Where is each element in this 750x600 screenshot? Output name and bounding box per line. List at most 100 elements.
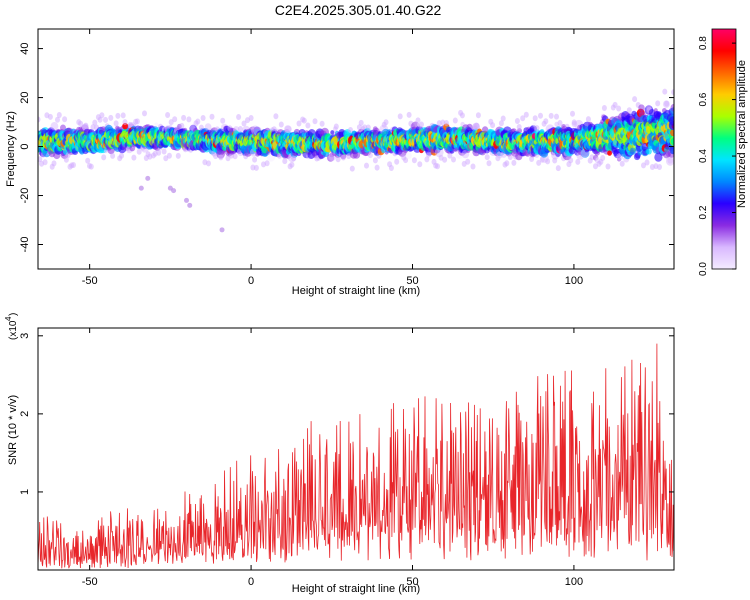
heatmap-cell bbox=[349, 165, 355, 172]
heatmap-cell bbox=[619, 160, 625, 167]
heatmap-cell bbox=[500, 115, 506, 122]
heatmap-cell bbox=[669, 146, 674, 155]
snr-y-multiplier-base: (x10 bbox=[8, 320, 19, 340]
heatmap-cell bbox=[486, 160, 492, 167]
heatmap-cell bbox=[638, 104, 645, 112]
heatmap-cell bbox=[333, 123, 339, 130]
heatmap-cell bbox=[516, 124, 522, 130]
snr-series-line bbox=[38, 343, 674, 569]
heatmap-cell bbox=[383, 119, 389, 126]
heatmap-cell bbox=[664, 100, 670, 107]
heatmap-cell bbox=[570, 110, 575, 117]
heatmap-cell bbox=[209, 113, 215, 120]
heatmap-cell bbox=[179, 122, 185, 129]
heatmap-cell bbox=[218, 154, 224, 161]
heatmap-cell bbox=[452, 117, 458, 124]
heatmap-cell bbox=[101, 154, 107, 161]
heatmap-cell bbox=[335, 156, 341, 163]
heatmap-cell bbox=[319, 120, 325, 127]
colorbar-tick-label: 0.6 bbox=[698, 92, 709, 106]
heatmap-cell bbox=[284, 125, 292, 134]
heatmap-cell bbox=[204, 123, 212, 131]
heatmap-cell bbox=[154, 122, 159, 127]
heatmap-cell bbox=[451, 156, 456, 163]
heatmap-cell bbox=[417, 161, 423, 168]
heatmap-cell bbox=[575, 158, 581, 165]
heatmap-cell bbox=[47, 113, 53, 120]
heatmap-cell bbox=[131, 154, 137, 161]
heatmap-cell bbox=[55, 116, 60, 123]
heatmap-cell bbox=[56, 112, 62, 118]
heatmap-cell bbox=[662, 88, 668, 95]
heatmap-cell bbox=[301, 117, 307, 124]
heatmap-cell bbox=[419, 121, 424, 128]
heatmap-x-tick-label: 0 bbox=[248, 275, 254, 287]
colorbar-label: Normalized spectral amplitude bbox=[736, 60, 748, 208]
heatmap-cell bbox=[607, 150, 612, 156]
heatmap-cell bbox=[411, 157, 417, 164]
heatmap-cell bbox=[330, 130, 335, 135]
heatmap-cell bbox=[184, 197, 190, 203]
heatmap-cell bbox=[165, 112, 171, 118]
heatmap-y-tick-label: -40 bbox=[19, 237, 31, 253]
heatmap-cell bbox=[172, 116, 178, 123]
heatmap-cell bbox=[523, 111, 529, 118]
heatmap-cell bbox=[195, 118, 201, 125]
heatmap-cells bbox=[38, 88, 674, 233]
heatmap-cell bbox=[442, 156, 448, 163]
heatmap-cell bbox=[291, 155, 297, 162]
heatmap-cell bbox=[42, 159, 48, 166]
heatmap-cell bbox=[555, 165, 561, 172]
heatmap-cell bbox=[78, 120, 84, 127]
heatmap-cell bbox=[103, 116, 108, 123]
colorbar bbox=[711, 28, 737, 270]
heatmap-cell bbox=[232, 153, 238, 160]
heatmap-cell bbox=[115, 112, 121, 119]
heatmap-cell bbox=[248, 115, 254, 121]
heatmap-cell bbox=[38, 116, 41, 123]
colorbar-tick-label: 0.2 bbox=[698, 205, 709, 219]
heatmap-cell bbox=[554, 113, 559, 120]
heatmap-cell bbox=[340, 154, 346, 161]
heatmap-cell bbox=[186, 116, 192, 123]
heatmap-cell bbox=[220, 117, 226, 124]
heatmap-cell bbox=[466, 123, 473, 131]
heatmap-y-axis-label: Frequency (Hz) bbox=[5, 111, 17, 187]
heatmap-cell bbox=[538, 112, 543, 119]
heatmap-cell bbox=[459, 112, 465, 119]
heatmap-cell bbox=[668, 116, 674, 126]
heatmap-cell bbox=[187, 202, 193, 208]
heatmap-y-tick-label: 0 bbox=[19, 143, 31, 149]
heatmap-cell bbox=[545, 158, 551, 165]
heatmap-cell bbox=[142, 110, 147, 117]
heatmap-cell bbox=[616, 105, 622, 112]
heatmap-cell bbox=[236, 114, 242, 120]
heatmap-cell bbox=[83, 122, 89, 129]
heatmap-cell bbox=[670, 129, 674, 137]
heatmap-cell bbox=[99, 112, 105, 119]
heatmap-cell bbox=[435, 163, 440, 170]
heatmap-cell bbox=[278, 121, 284, 128]
heatmap-cell bbox=[568, 157, 574, 164]
heatmap-cell bbox=[543, 118, 549, 125]
heatmap-cell bbox=[397, 113, 403, 120]
heatmap-cell bbox=[388, 165, 394, 171]
heatmap-cell bbox=[490, 122, 496, 129]
heatmap-cell bbox=[282, 158, 288, 165]
heatmap-cell bbox=[90, 124, 96, 131]
snr-y-tick-label: 3 bbox=[19, 333, 31, 339]
heatmap-cell bbox=[156, 149, 162, 156]
heatmap-x-tick-label: 100 bbox=[565, 275, 583, 287]
heatmap-cell bbox=[443, 120, 449, 126]
heatmap-cell bbox=[601, 105, 607, 111]
heatmap-cell bbox=[534, 125, 540, 132]
snr-x-tick-label: 0 bbox=[248, 576, 254, 588]
heatmap-cell bbox=[120, 112, 126, 119]
heatmap-cell bbox=[364, 162, 369, 169]
heatmap-cell bbox=[484, 154, 490, 161]
heatmap-cell bbox=[626, 107, 632, 114]
heatmap-cell bbox=[657, 164, 662, 170]
figure-title: C2E4.2025.305.01.40.G22 bbox=[274, 2, 442, 18]
heatmap-cell bbox=[532, 115, 538, 122]
